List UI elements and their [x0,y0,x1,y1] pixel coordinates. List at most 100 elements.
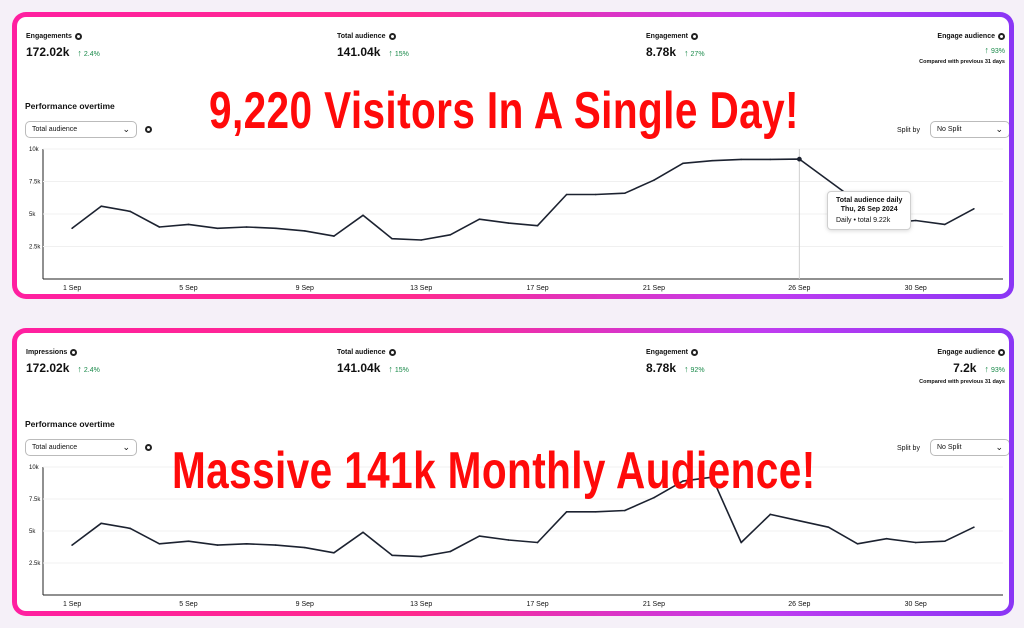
data-point[interactable] [594,511,597,513]
data-point[interactable] [565,193,568,196]
data-point[interactable] [653,179,655,181]
x-tick-label: 9 Sep [296,601,314,608]
data-point[interactable] [740,541,742,544]
chart-tooltip: Total audience daily Thu, 26 Sep 2024 Da… [827,191,912,230]
data-point[interactable] [507,539,510,541]
split-by-label: Split by [897,445,920,452]
data-point[interactable] [711,476,713,479]
data-point[interactable] [362,531,364,534]
metric-value: 7.2k [953,361,977,375]
data-point[interactable] [798,519,801,522]
data-point[interactable] [274,227,277,230]
tooltip-title: Total audience daily [836,197,903,204]
data-point[interactable] [158,226,161,228]
data-point[interactable] [944,223,946,226]
metric-select[interactable]: Total audience ⌄ [25,439,137,456]
metric-change: 27% [690,51,705,58]
chevron-down-icon: ⌄ [995,442,1003,452]
info-icon[interactable] [388,33,396,40]
split-select[interactable]: No Split ⌄ [930,439,1009,456]
metric-label: Engage audience [937,33,995,40]
data-point[interactable] [653,496,655,499]
data-point[interactable] [304,230,306,232]
x-tick-label: 26 Sep [788,601,810,608]
performance-title: Performance overtime [25,101,115,111]
arrow-up-icon: ↑ [984,364,989,374]
data-point[interactable] [391,237,393,240]
data-point[interactable] [478,218,481,220]
panel-frame-2: Impressions 172.02k ↑ 2.4% Total audience … [12,328,1014,616]
data-point[interactable] [740,158,742,161]
data-point[interactable] [274,544,277,546]
data-point[interactable] [158,543,161,545]
data-point[interactable] [973,208,975,210]
metric-label: Engagement [646,349,689,356]
data-point[interactable] [856,543,859,545]
series-line [71,158,975,241]
data-point[interactable] [71,544,73,546]
data-point[interactable] [216,227,219,230]
info-icon[interactable] [145,444,152,451]
data-point[interactable] [245,226,248,228]
data-point[interactable] [449,234,452,236]
metric-label: Impressions [26,349,68,356]
data-point[interactable] [536,224,539,227]
data-point[interactable] [129,210,132,213]
metric-change: 15% [394,51,409,58]
info-icon[interactable] [998,33,1005,40]
data-point[interactable] [100,205,102,207]
data-point[interactable] [711,159,713,162]
data-point[interactable] [682,162,684,165]
data-point[interactable] [914,219,917,222]
data-point[interactable] [333,551,335,554]
info-icon[interactable] [145,126,152,133]
info-icon[interactable] [998,349,1005,356]
headline-overlay: Massive 141k Monthly Audience! [172,442,816,500]
data-point[interactable] [769,158,772,161]
arrow-up-icon: ↑ [388,48,393,58]
data-point[interactable] [420,239,422,241]
metric-select[interactable]: Total audience ⌄ [25,121,137,138]
info-icon[interactable] [388,349,396,356]
data-point[interactable] [536,541,539,544]
data-point[interactable] [769,513,772,516]
data-point[interactable] [216,544,219,546]
data-point[interactable] [944,540,946,543]
data-point[interactable] [885,537,888,540]
data-point[interactable] [187,223,190,226]
data-point[interactable] [129,527,132,530]
data-point[interactable] [304,546,306,549]
data-point[interactable] [507,222,510,224]
data-point[interactable] [71,227,73,230]
data-point[interactable] [682,480,684,482]
data-point[interactable] [100,522,102,525]
data-point[interactable] [594,193,597,196]
y-tick-label: 2.5k [29,245,41,251]
data-point[interactable] [449,550,452,553]
data-point[interactable] [565,511,568,513]
arrow-up-icon: ↑ [684,364,689,374]
x-tick-label: 21 Sep [643,285,665,292]
data-point[interactable] [362,214,364,217]
info-icon[interactable] [691,33,699,40]
series-line [71,476,975,558]
info-icon[interactable] [74,33,82,40]
data-point[interactable] [624,192,626,194]
split-select[interactable]: No Split ⌄ [930,121,1009,138]
metric-change: 92% [690,367,705,374]
highlight-point[interactable] [796,156,802,162]
data-point[interactable] [245,543,248,545]
info-icon[interactable] [70,349,78,356]
data-point[interactable] [914,541,917,544]
data-point[interactable] [973,526,975,528]
data-point[interactable] [187,540,190,543]
info-icon[interactable] [691,349,699,356]
y-tick-label: 2.5k [29,561,41,567]
data-point[interactable] [624,509,626,512]
data-point[interactable] [827,526,830,528]
data-point[interactable] [478,535,481,537]
data-point[interactable] [420,555,422,558]
data-point[interactable] [391,554,393,557]
arrow-up-icon: ↑ [684,48,689,58]
data-point[interactable] [333,235,335,237]
